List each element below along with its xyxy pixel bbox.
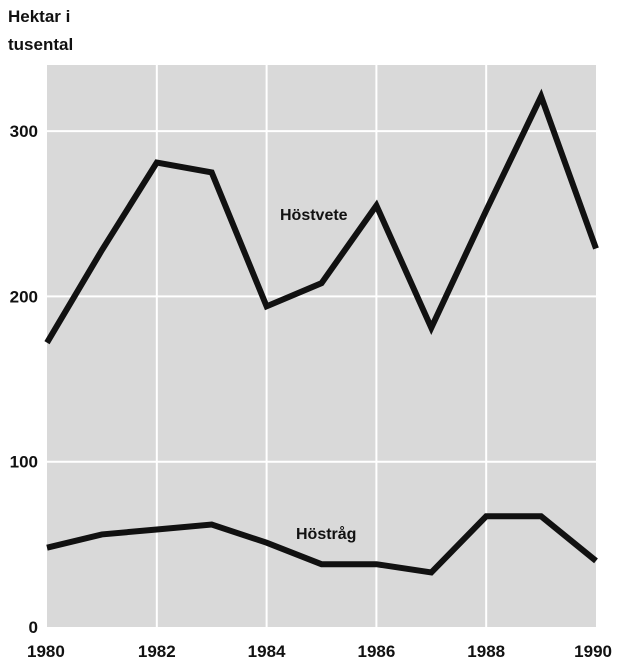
y-tick-label: 300 (10, 122, 38, 141)
series-line-hostvete (44, 88, 599, 345)
x-tick-label: 1988 (467, 642, 505, 661)
series-label-hostrag: Höstråg (296, 525, 356, 543)
x-tick-label: 1980 (27, 642, 65, 661)
y-axis-title-line-1: Hektar i (8, 7, 70, 26)
series-label-hostvete: Höstvete (280, 207, 348, 224)
grid-lines (47, 65, 596, 627)
x-tick-label: 1982 (138, 642, 176, 661)
series-line-hostrag (46, 513, 598, 576)
x-tick-label: 1986 (357, 642, 395, 661)
y-tick-label: 0 (29, 618, 38, 637)
x-tick-label: 1984 (248, 642, 286, 661)
y-axis-title-line-2: tusental (8, 35, 73, 54)
series-lines (44, 88, 599, 576)
x-tick-label: 1990 (574, 642, 612, 661)
y-axis-ticks: 0 100 200 300 (10, 122, 38, 637)
y-tick-label: 200 (10, 287, 38, 306)
x-axis-ticks: 1980 1982 1984 1986 1988 1990 (27, 642, 612, 661)
y-tick-label: 100 (10, 453, 38, 472)
